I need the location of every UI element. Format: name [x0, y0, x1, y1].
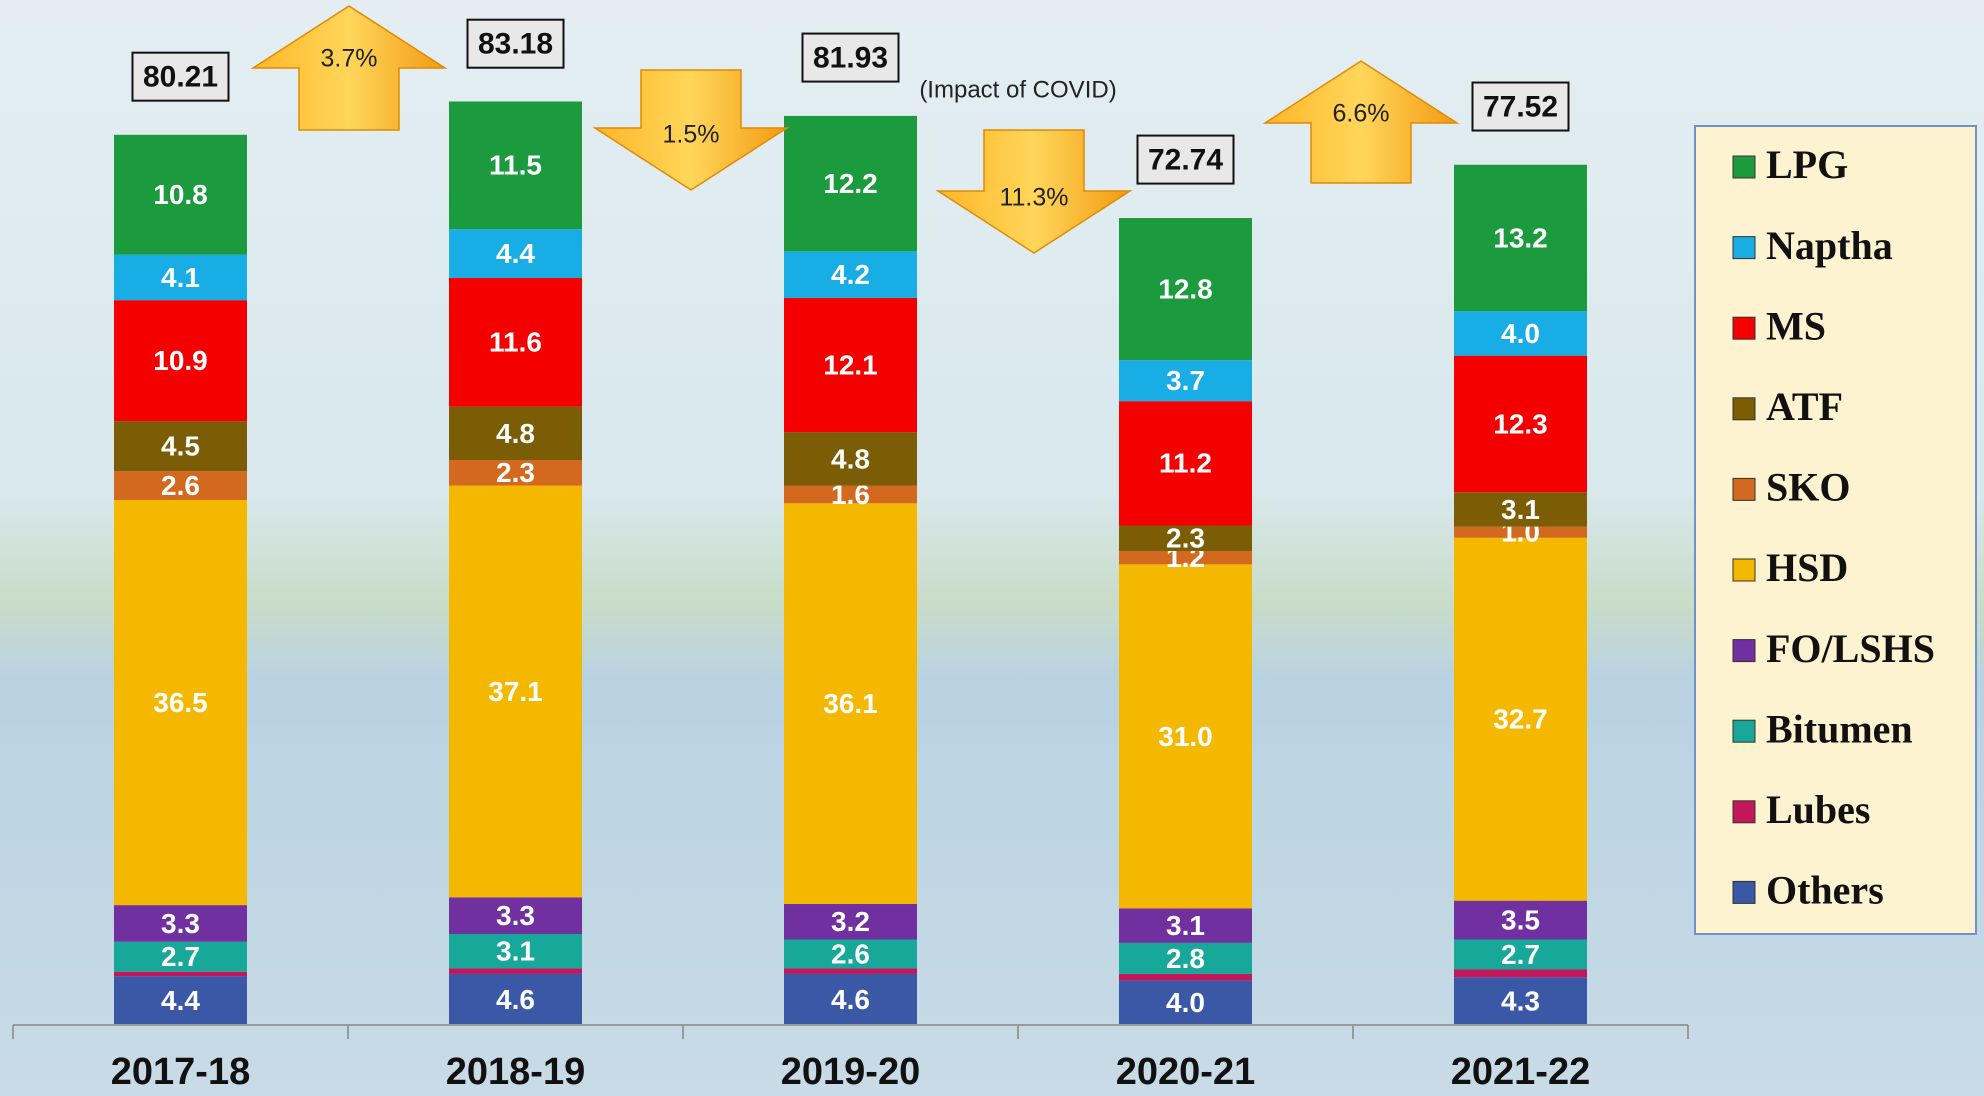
data-label: 2.3 [1166, 523, 1205, 554]
bar-segment [1454, 970, 1587, 978]
data-label: 13.2 [1493, 222, 1548, 253]
data-label: 2.6 [831, 938, 870, 969]
data-label: 2.7 [1501, 939, 1540, 970]
data-label: 4.5 [161, 431, 200, 462]
legend-swatch [1733, 237, 1755, 259]
data-label: 2.7 [161, 941, 200, 972]
legend-swatch [1733, 156, 1755, 178]
data-label: 36.5 [153, 687, 208, 718]
total-label: 80.21 [143, 61, 218, 94]
data-label: 10.9 [153, 345, 208, 376]
data-label: 11.5 [489, 150, 542, 181]
data-label: 4.8 [496, 418, 535, 449]
data-label: 12.1 [823, 349, 878, 380]
legend-label: Others [1766, 868, 1884, 913]
bar-segment [449, 968, 582, 974]
legend-label: LPG [1766, 142, 1848, 187]
data-label: 36.1 [823, 688, 878, 719]
legend-label: Naptha [1766, 223, 1893, 268]
data-label: 3.1 [1166, 910, 1205, 941]
data-label: 2.6 [161, 470, 200, 501]
data-label: 3.1 [1501, 494, 1540, 525]
total-label: 77.52 [1483, 90, 1558, 123]
data-label: 10.8 [153, 179, 208, 210]
x-tick-label: 2018-19 [446, 1051, 585, 1093]
data-label: 11.2 [1159, 448, 1212, 479]
data-label: 3.7 [1166, 365, 1205, 396]
legend-label: Bitumen [1766, 706, 1913, 751]
data-label: 3.3 [496, 900, 535, 931]
change-label: 11.3% [999, 184, 1068, 212]
legend-swatch [1733, 720, 1755, 742]
x-tick-label: 2019-20 [781, 1051, 920, 1093]
data-label: 31.0 [1158, 721, 1213, 752]
legend-label: ATF [1766, 384, 1843, 429]
data-label: 12.8 [1158, 273, 1213, 304]
bar-segment [114, 972, 247, 976]
data-label: 4.3 [1501, 986, 1540, 1017]
change-label: 1.5% [663, 121, 720, 149]
data-label: 4.8 [831, 443, 870, 474]
x-tick-label: 2020-21 [1116, 1051, 1255, 1093]
legend-swatch [1733, 478, 1755, 500]
legend-label: SKO [1766, 465, 1850, 510]
change-label: 6.6% [1333, 100, 1390, 128]
page: (Impact of COVID) 4.42.73.336.52.64.510.… [0, 0, 1984, 1096]
data-label: 11.6 [489, 327, 542, 358]
data-label: 2.8 [1166, 943, 1205, 974]
data-label: 4.6 [496, 984, 535, 1015]
legend-label: FO/LSHS [1766, 626, 1935, 671]
change-label: 3.7% [321, 45, 378, 73]
data-label: 3.5 [1501, 904, 1540, 935]
data-label: 2.3 [496, 457, 535, 488]
total-label: 72.74 [1148, 144, 1223, 177]
data-label: 4.1 [161, 262, 200, 293]
total-label: 81.93 [813, 41, 888, 74]
annotation: (Impact of COVID) [919, 76, 1116, 103]
data-label: 4.0 [1166, 987, 1205, 1018]
bar-segment [1119, 974, 1252, 981]
legend-swatch [1733, 881, 1755, 903]
data-label: 4.0 [1501, 318, 1540, 349]
legend-label: Lubes [1766, 787, 1871, 832]
data-label: 3.3 [161, 908, 200, 939]
total-label: 83.18 [478, 28, 553, 61]
legend-swatch [1733, 640, 1755, 662]
data-label: 4.4 [161, 985, 200, 1016]
data-label: 4.6 [831, 984, 870, 1015]
legend-swatch [1733, 317, 1755, 339]
legend-label: MS [1766, 303, 1826, 348]
data-label: 12.3 [1493, 408, 1548, 439]
data-label: 12.2 [823, 168, 878, 199]
x-tick-label: 2017-18 [111, 1051, 250, 1093]
legend-swatch [1733, 801, 1755, 823]
data-label: 32.7 [1493, 704, 1548, 735]
data-label: 4.2 [831, 259, 870, 290]
data-label: 3.2 [831, 906, 870, 937]
legend-label: HSD [1766, 545, 1848, 590]
data-label: 3.1 [496, 936, 535, 967]
legend-swatch [1733, 398, 1755, 420]
x-tick-label: 2021-22 [1451, 1051, 1590, 1093]
data-label: 37.1 [488, 676, 543, 707]
legend-swatch [1733, 559, 1755, 581]
data-label: 4.4 [496, 238, 535, 269]
chart: (Impact of COVID) 4.42.73.336.52.64.510.… [0, 0, 1984, 1096]
